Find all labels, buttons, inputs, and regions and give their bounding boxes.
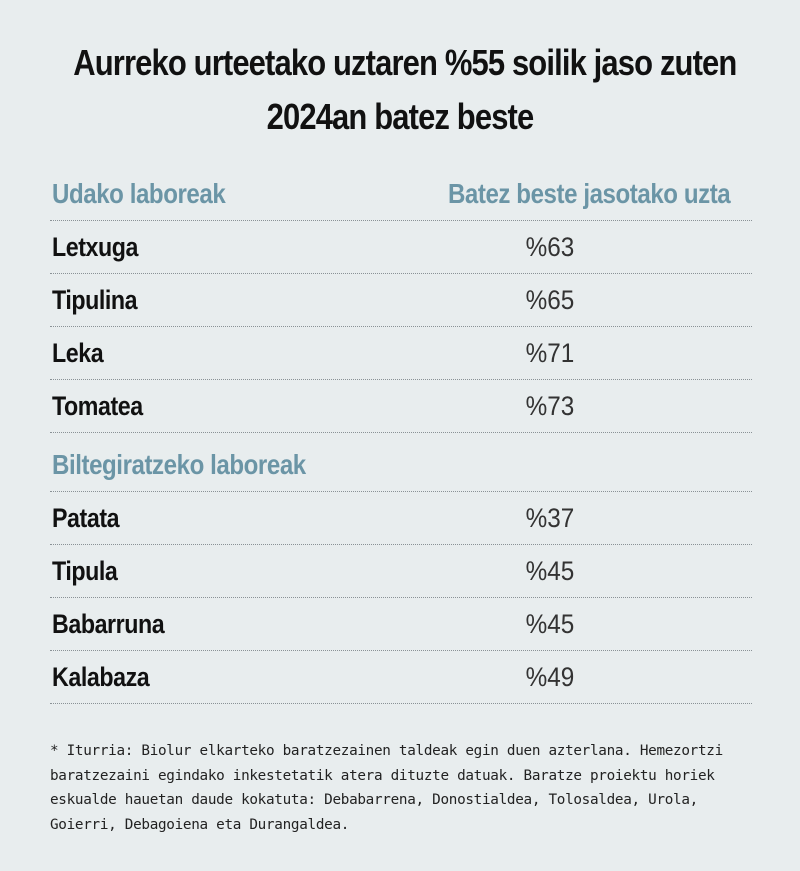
table-row: Patata %37	[50, 492, 752, 545]
crop-label: Babarruna	[52, 609, 165, 639]
crop-label: Leka	[52, 338, 104, 368]
crop-label: Kalabaza	[52, 662, 150, 692]
table-row: Tipulina %65	[50, 274, 752, 327]
crop-label: Tomatea	[52, 391, 143, 421]
harvest-table: Udako laboreak Batez beste jasotako uzta…	[50, 170, 752, 704]
harvest-value: %71	[525, 338, 575, 368]
table-row: Tomatea %73	[50, 380, 752, 433]
source-footnote: * Iturria: Biolur elkarteko baratzezaine…	[50, 739, 770, 837]
footnote-line: * Iturria: Biolur elkarteko baratzezaine…	[50, 743, 723, 759]
column-header-harvest: Batez beste jasotako uzta	[447, 178, 731, 209]
footnote-line: baratzezaini egindako inkestetatik atera…	[50, 767, 715, 784]
table-row: Kalabaza %49	[50, 651, 752, 704]
harvest-value: %63	[525, 232, 575, 262]
harvest-value: %73	[525, 391, 575, 421]
footnote-line: Goierri, Debagoiena eta Durangaldea.	[50, 816, 350, 833]
crop-label: Tipula	[52, 556, 118, 586]
crop-label: Patata	[52, 503, 120, 533]
crop-label: Letxuga	[52, 232, 139, 262]
column-header-crops: Udako laboreak	[52, 178, 226, 209]
harvest-value: %37	[525, 503, 575, 533]
harvest-value: %65	[525, 285, 575, 315]
section-header-storage-crops: Biltegiratzeko laboreak	[52, 449, 306, 480]
table-row: Tipula %45	[50, 545, 752, 598]
table-row: Leka %71	[50, 327, 752, 380]
harvest-value: %49	[525, 662, 575, 692]
chart-title: Aurreko urteetako uztaren %55 soilik jas…	[73, 36, 737, 144]
title-line-2: 2024an batez beste	[266, 96, 535, 137]
table-row: Letxuga %63	[50, 221, 752, 274]
table-row: Babarruna %45	[50, 598, 752, 651]
footnote-line: eskualde hauetan daude kokatuta: Debabar…	[50, 792, 698, 808]
crop-label: Tipulina	[52, 285, 138, 315]
section-header-row: Biltegiratzeko laboreak	[50, 443, 752, 492]
harvest-value: %45	[525, 609, 575, 639]
harvest-value: %45	[525, 556, 575, 586]
title-line-1: Aurreko urteetako uztaren %55 soilik jas…	[73, 42, 737, 83]
table-header-row: Udako laboreak Batez beste jasotako uzta	[50, 170, 752, 221]
